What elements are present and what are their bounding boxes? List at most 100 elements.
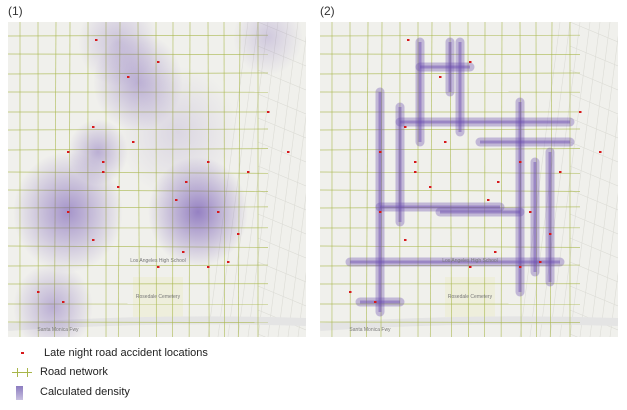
road <box>320 53 581 55</box>
minor-street <box>297 271 306 337</box>
accident-point <box>67 151 70 153</box>
accident-point <box>519 266 522 268</box>
accident-point <box>439 76 442 78</box>
minor-street <box>569 165 618 187</box>
minor-street <box>569 22 611 337</box>
accident-point <box>207 266 210 268</box>
road <box>320 189 581 192</box>
minor-street <box>287 192 306 337</box>
panel-1-label: (1) <box>8 4 23 18</box>
road <box>320 321 581 323</box>
panel-2-label: (2) <box>320 4 335 18</box>
minor-street <box>569 285 618 307</box>
school-label: Los Angeles High School <box>130 258 186 264</box>
road <box>549 22 553 337</box>
freeway <box>320 316 618 331</box>
accident-point <box>182 251 185 253</box>
accident-point <box>237 233 240 235</box>
map-kernel-density[interactable]: Rosedale Cemetery Los Angeles High School… <box>8 22 306 337</box>
road <box>535 22 537 337</box>
accident-point <box>102 161 105 163</box>
accident-point <box>379 151 382 153</box>
accident-point <box>37 291 40 293</box>
minor-street <box>247 22 289 337</box>
freeway-label: Santa Monica Fwy <box>349 327 391 333</box>
minor-street <box>519 22 561 337</box>
minor-street <box>569 93 618 115</box>
road-line-icon <box>10 366 32 378</box>
density-blob <box>68 119 128 185</box>
cemetery-label: Rosedale Cemetery <box>448 294 493 300</box>
road <box>320 148 581 151</box>
map-network-density[interactable]: Rosedale Cemetery Los Angeles High School… <box>320 22 618 337</box>
minor-street <box>569 69 618 91</box>
legend-roads-label: Road network <box>40 366 108 378</box>
accident-point <box>429 186 432 188</box>
legend-accidents-label: Late night road accident locations <box>44 347 208 359</box>
road <box>320 206 581 209</box>
accident-point-icon <box>14 347 36 359</box>
accident-point <box>414 161 417 163</box>
school-label: Los Angeles High School <box>442 258 498 264</box>
road <box>366 22 369 337</box>
accident-point <box>117 186 120 188</box>
cemetery-label: Rosedale Cemetery <box>136 294 181 300</box>
road <box>500 22 503 337</box>
accident-point <box>92 126 95 128</box>
accident-point <box>469 61 472 63</box>
accident-point <box>67 211 70 213</box>
accident-point <box>287 151 290 153</box>
road <box>320 264 581 267</box>
density-blob <box>13 263 93 337</box>
legend-density: Calculated density <box>10 386 130 400</box>
accident-point <box>404 126 407 128</box>
accident-point <box>185 181 188 183</box>
accident-point <box>267 111 270 113</box>
minor-street <box>257 117 306 139</box>
accident-point <box>559 171 562 173</box>
minor-street <box>257 165 306 187</box>
minor-street <box>569 237 618 259</box>
minor-street <box>569 117 618 139</box>
accident-point <box>579 111 582 113</box>
accident-point <box>494 251 497 253</box>
legend-accidents: Late night road accident locations <box>14 347 208 359</box>
legend-density-label: Calculated density <box>40 386 130 398</box>
road <box>320 245 581 248</box>
road <box>519 22 522 337</box>
minor-street <box>589 114 618 337</box>
accident-point <box>469 266 472 268</box>
accident-point <box>132 141 135 143</box>
density-swatch-icon <box>10 386 32 400</box>
road <box>237 22 241 337</box>
accident-point <box>374 301 377 303</box>
accident-point <box>444 141 447 143</box>
legend-roads: Road network <box>10 366 108 378</box>
minor-street <box>599 192 618 337</box>
minor-street <box>257 141 306 163</box>
minor-street <box>267 35 306 337</box>
minor-street <box>257 22 299 337</box>
accident-point <box>157 266 160 268</box>
minor-street <box>277 114 306 337</box>
density-blob <box>233 22 303 76</box>
freeway-label: Santa Monica Fwy <box>37 327 79 333</box>
accident-point <box>62 301 65 303</box>
road <box>380 22 383 337</box>
accident-point <box>175 199 178 201</box>
accident-point <box>519 161 522 163</box>
minor-street <box>257 213 306 235</box>
accident-point <box>414 171 417 173</box>
accident-point <box>349 291 352 293</box>
minor-street <box>609 271 618 337</box>
accident-point <box>95 39 98 41</box>
road <box>429 22 433 337</box>
accident-point <box>404 239 407 241</box>
minor-street <box>569 141 618 163</box>
accident-point <box>379 211 382 213</box>
minor-street <box>569 22 618 43</box>
accident-point <box>127 76 130 78</box>
density-blob <box>118 66 238 198</box>
road <box>320 171 581 174</box>
accident-point <box>529 211 532 213</box>
